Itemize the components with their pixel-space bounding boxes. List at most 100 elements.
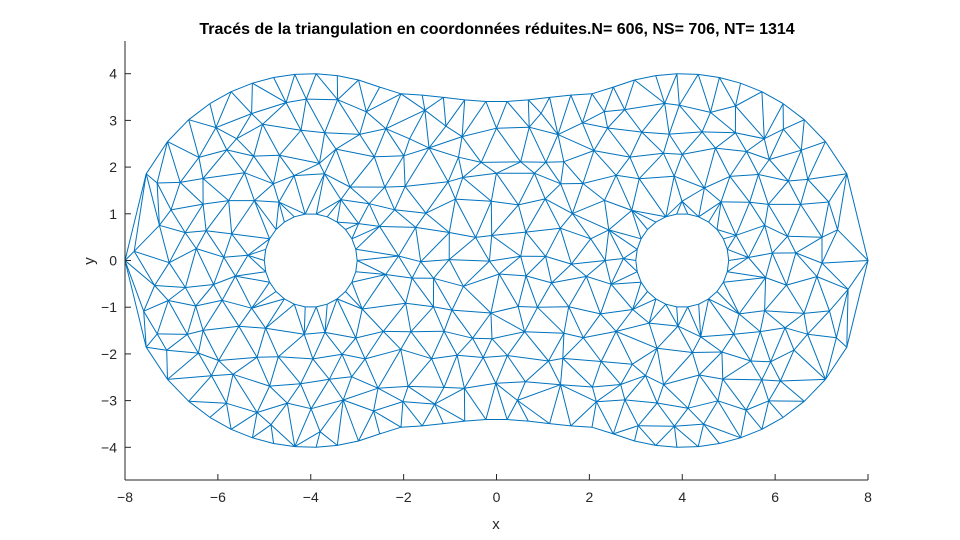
mesh-edge xyxy=(425,181,449,214)
mesh-edge xyxy=(571,238,592,265)
mesh-edge xyxy=(615,309,634,332)
mesh-edge xyxy=(784,313,805,329)
mesh-edge xyxy=(592,384,621,388)
mesh-edge xyxy=(761,91,765,139)
mesh-edge xyxy=(303,334,314,360)
mesh-edge xyxy=(803,119,826,142)
mesh-edge xyxy=(678,74,699,106)
mesh-edge xyxy=(323,148,337,174)
mesh-edge xyxy=(687,306,702,337)
mesh-edge xyxy=(342,353,366,360)
mesh-edge xyxy=(735,83,742,107)
mesh-edge xyxy=(708,298,740,315)
mesh-edge xyxy=(590,238,606,261)
mesh-edge xyxy=(681,200,700,218)
mesh-edge xyxy=(385,109,426,130)
mesh-edge xyxy=(278,175,295,203)
mesh-edge xyxy=(733,313,740,335)
mesh-edge xyxy=(294,408,312,447)
mesh-edge xyxy=(184,203,204,233)
mesh-edge xyxy=(496,127,522,163)
mesh-edge xyxy=(495,355,508,384)
mesh-edge xyxy=(583,330,617,339)
mesh-edge xyxy=(636,238,642,250)
mesh-edge xyxy=(837,173,848,230)
mesh-edge xyxy=(408,385,445,388)
mesh-edge xyxy=(230,82,253,93)
mesh-edge xyxy=(710,105,736,113)
mesh-edge xyxy=(124,173,147,261)
mesh-edge xyxy=(415,226,450,233)
mesh-edge xyxy=(156,182,160,226)
mesh-edge xyxy=(251,83,253,114)
mesh-edge xyxy=(403,147,430,157)
mesh-edge xyxy=(557,134,565,162)
mesh-edge xyxy=(807,333,837,339)
mesh-edge xyxy=(764,284,787,312)
mesh-edge xyxy=(351,238,357,250)
mesh-edge xyxy=(343,399,374,412)
mesh-edge xyxy=(420,261,434,279)
mesh-edge xyxy=(218,356,258,361)
mesh-edge xyxy=(251,113,263,125)
mesh-edge xyxy=(483,355,508,358)
mesh-edge xyxy=(294,74,307,100)
mesh-edge xyxy=(624,375,646,401)
mesh-edge xyxy=(168,232,186,263)
mesh-edge xyxy=(355,308,363,339)
mesh-edge xyxy=(316,444,338,448)
mesh-edge xyxy=(787,180,802,205)
mesh-edge xyxy=(770,349,795,363)
mesh-edge xyxy=(825,346,848,380)
mesh-edge xyxy=(480,127,497,163)
mesh-edge xyxy=(698,374,719,402)
mesh-edge xyxy=(156,141,168,184)
mesh-edge xyxy=(591,86,614,95)
mesh-edge xyxy=(568,306,601,315)
mesh-edge xyxy=(293,304,305,335)
mesh-edge xyxy=(490,312,493,339)
mesh-edge xyxy=(548,333,565,362)
y-tick-label: 0 xyxy=(109,253,117,269)
mesh-edge xyxy=(458,157,464,178)
mesh-edge xyxy=(665,303,679,327)
mesh-edge xyxy=(525,381,561,386)
mesh-edge xyxy=(616,174,640,180)
mesh-edge xyxy=(717,400,742,439)
x-tick-label: 0 xyxy=(493,489,501,505)
mesh-edge xyxy=(253,154,280,157)
mesh-edge xyxy=(735,202,751,236)
mesh-edge xyxy=(600,331,617,362)
mesh-edge xyxy=(676,306,679,327)
mesh-edge xyxy=(134,250,170,264)
chart-title: Tracés de la triangulation en coordonnée… xyxy=(199,21,794,38)
mesh-edge xyxy=(434,403,444,424)
mesh-edge xyxy=(157,333,188,335)
mesh-edge xyxy=(768,380,781,402)
mesh-edge xyxy=(570,94,583,124)
mesh-edge xyxy=(324,99,339,133)
mesh-edge xyxy=(185,284,214,288)
mesh-edge xyxy=(639,175,675,180)
mesh-edge xyxy=(676,73,680,106)
mesh-edge xyxy=(294,213,306,218)
mesh-edge xyxy=(312,353,343,360)
mesh-edge xyxy=(475,237,490,262)
mesh-edge xyxy=(198,149,227,158)
y-tick-label: −2 xyxy=(101,346,117,362)
mesh-edge xyxy=(424,96,444,111)
mesh-edge xyxy=(735,224,765,236)
mesh-edge xyxy=(631,209,666,218)
mesh-edge xyxy=(265,303,295,329)
mesh-edge xyxy=(385,128,410,140)
mesh-edge xyxy=(779,349,795,382)
mesh-edge xyxy=(275,202,280,230)
mesh-edge xyxy=(631,209,657,223)
mesh-edge xyxy=(270,424,275,444)
mesh-edge xyxy=(490,306,519,314)
mesh-edge xyxy=(507,355,549,362)
mesh-edge xyxy=(708,298,735,335)
mesh-edge xyxy=(319,148,337,164)
mesh-edge xyxy=(443,309,453,332)
x-tick-label: 2 xyxy=(585,489,593,505)
